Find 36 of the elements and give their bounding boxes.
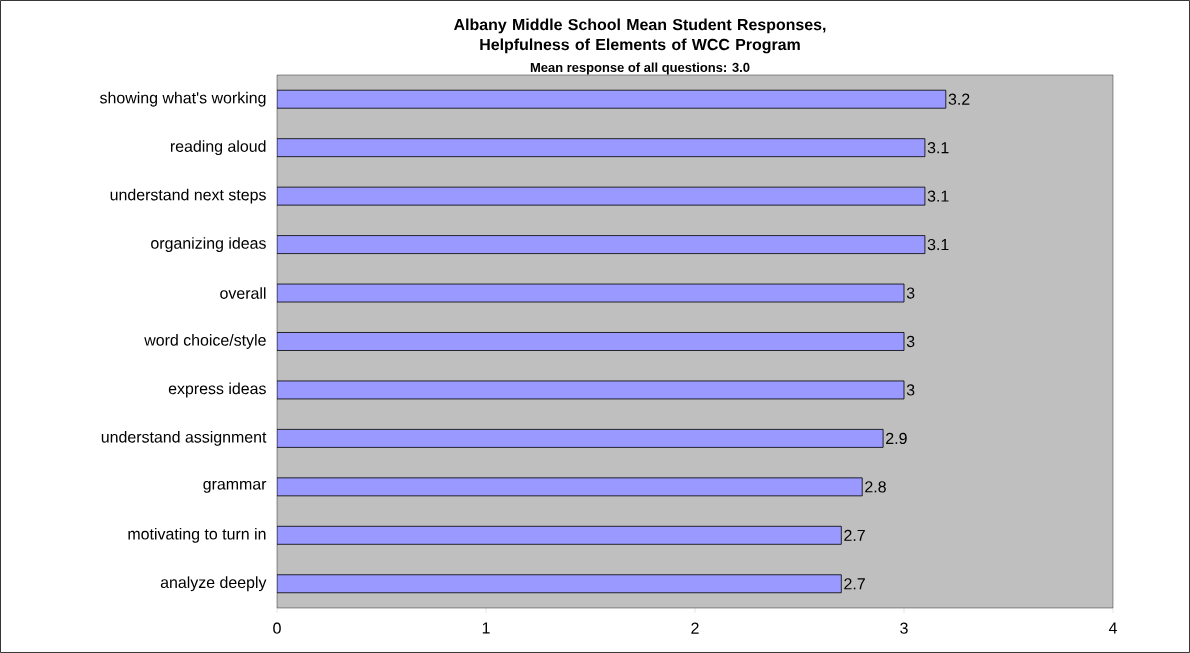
data-label: 3.2 <box>948 93 970 105</box>
y-tick-label: understand assignment <box>101 430 267 446</box>
y-tick-label: overall <box>220 287 266 299</box>
x-tick-label: 0 <box>273 622 281 634</box>
data-label: 3 <box>906 384 915 396</box>
y-tick-label: reading aloud <box>170 140 266 156</box>
x-tick-label: 3 <box>900 622 908 634</box>
y-tick-label: showing what's working <box>99 91 266 107</box>
bar <box>277 332 905 351</box>
data-label: 3.1 <box>927 190 949 202</box>
y-tick-label: organizing ideas <box>151 237 266 253</box>
data-label: 2.8 <box>865 481 886 493</box>
data-label: 2.7 <box>844 578 865 590</box>
x-tick-label: 1 <box>482 622 490 634</box>
bar <box>277 525 842 545</box>
y-tick-label: grammar <box>203 480 267 493</box>
y-tick-label: express ideas <box>168 382 266 398</box>
y-tick-label: motivating to turn in <box>128 527 266 543</box>
y-tick-label: analyze deeply <box>160 576 267 592</box>
x-tick-label: 4 <box>1108 622 1117 634</box>
y-tick-label: word choice/style <box>144 334 266 349</box>
data-label: 3.1 <box>927 238 949 251</box>
data-label: 3 <box>906 335 915 348</box>
data-label: 2.9 <box>886 432 907 445</box>
data-label: 3 <box>906 287 915 299</box>
bar <box>277 89 947 109</box>
bar <box>277 574 842 594</box>
bar <box>277 429 884 448</box>
chart-subtitle: Mean response of all questions: 3.0 <box>530 62 750 75</box>
data-label: 3.1 <box>927 142 949 154</box>
x-tick-label: 2 <box>691 622 699 634</box>
bar <box>277 138 926 158</box>
y-tick-label: understand next steps <box>110 188 266 204</box>
data-label: 2.7 <box>844 529 865 541</box>
bar <box>277 235 926 254</box>
chart-title: Albany Middle School Mean Student Responses, Helpfulness of Elements of WCC Program <box>453 18 826 54</box>
